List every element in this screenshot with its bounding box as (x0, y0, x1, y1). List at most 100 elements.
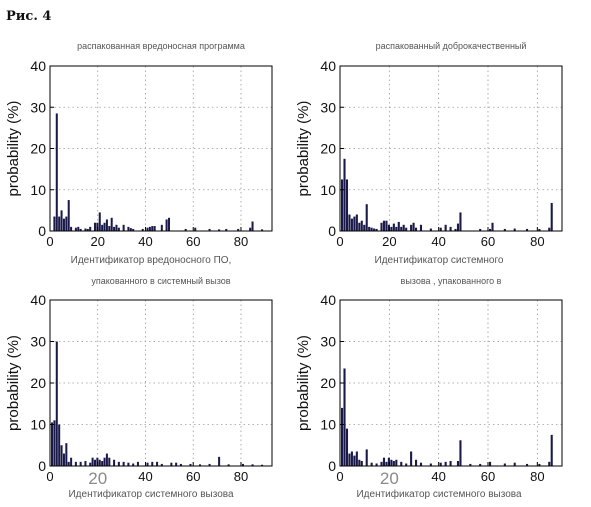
histogram-bar (184, 228, 187, 231)
histogram-bar (363, 224, 366, 231)
histogram-bar (350, 218, 353, 231)
y-tick-label: 0 (328, 223, 336, 239)
histogram-bar (412, 222, 415, 231)
histogram-bar (439, 227, 442, 231)
x-tick-label: 40 (138, 469, 152, 484)
histogram-bar (208, 463, 211, 466)
x-tick-label: 80 (234, 234, 248, 249)
histogram-bar (160, 463, 163, 466)
x-tick-label: 20 (380, 469, 399, 488)
histogram-bar (179, 463, 182, 466)
y-tick-label: 0 (328, 458, 336, 474)
histogram-bar (454, 228, 457, 231)
histogram-bar (365, 204, 368, 231)
histogram-bar (439, 462, 442, 466)
histogram-bar (113, 459, 116, 466)
histogram-bar (456, 223, 460, 231)
histogram-bar (110, 217, 113, 231)
histogram-bar (98, 459, 101, 466)
histogram-bar (390, 459, 393, 466)
histogram-bar (358, 222, 361, 231)
histogram-bar (341, 179, 344, 231)
histogram-bar (489, 228, 492, 231)
histogram-bar (402, 224, 405, 231)
histogram-bar (93, 459, 96, 466)
y-tick-label: 10 (320, 182, 336, 198)
histogram-bar (365, 449, 368, 466)
histogram-bar (79, 228, 82, 231)
histogram-bar (538, 463, 541, 466)
plot-frame (339, 299, 563, 467)
histogram-bar (550, 202, 553, 231)
histogram-bar (225, 228, 228, 231)
x-tick-label: 80 (234, 469, 248, 484)
histogram-bar (67, 200, 70, 231)
y-axis-label: probability (%) (295, 101, 312, 197)
histogram-bar (261, 464, 264, 466)
histogram-bar (251, 221, 254, 231)
histogram-bar (91, 457, 94, 466)
histogram-bar (489, 461, 492, 466)
histogram-bar (419, 224, 423, 231)
histogram-bar (55, 113, 58, 231)
x-axis-label: Идентификатор системного вызова (356, 488, 521, 500)
histogram-bar (108, 226, 111, 231)
x-tick-label: 80 (530, 469, 544, 484)
y-tick-label: 0 (38, 458, 46, 474)
histogram-bar (199, 464, 202, 466)
plot-frame (339, 65, 563, 232)
histogram-bar (392, 223, 395, 231)
histogram-bar (395, 459, 398, 466)
histogram-bar (382, 457, 386, 466)
y-tick-label: 40 (320, 292, 336, 308)
histogram-bar (343, 158, 346, 231)
histogram-bar (526, 228, 529, 231)
histogram-bar (419, 462, 423, 466)
y-tick-label: 40 (320, 58, 336, 74)
histogram-bar (400, 226, 403, 231)
histogram-bar (160, 224, 163, 231)
x-tick-label: 80 (530, 234, 544, 249)
histogram-bar (348, 453, 351, 466)
y-axis-label: probability (%) (5, 335, 22, 431)
histogram-bar (53, 216, 56, 231)
histogram-bar (89, 226, 92, 231)
x-axis-label: Идентификатор системного (375, 254, 504, 266)
histogram-bar (175, 462, 178, 466)
chart-panel-2: 0 10 20 30 40 0 20 40 60 80 probability (%) распако… (295, 41, 563, 266)
histogram-bar (249, 227, 252, 231)
histogram-bar (355, 214, 358, 231)
histogram-bar (449, 226, 452, 231)
x-axis-label: Идентификатор вредоносного ПО, (71, 254, 232, 266)
histogram-bar (459, 212, 462, 231)
histogram-bar (132, 228, 135, 231)
histogram-bar (380, 461, 383, 466)
histogram-bar (167, 217, 170, 231)
histogram-bar (103, 457, 106, 466)
histogram-bar (444, 461, 447, 466)
histogram-bar (353, 216, 356, 231)
x-tick-label: 20 (88, 469, 107, 488)
y-axis-label: probability (%) (5, 101, 22, 197)
histogram-bar (405, 463, 408, 466)
chart-panel-1: 0 10 20 30 40 0 20 40 60 80 probability (%) распако… (5, 41, 273, 266)
histogram-bar (148, 226, 151, 231)
histogram-bar (96, 457, 99, 466)
y-tick-label: 20 (30, 141, 46, 157)
histogram-bar (397, 221, 400, 231)
histogram-bar (400, 461, 403, 466)
x-tick-label: 0 (336, 469, 343, 484)
histogram-bar (343, 368, 346, 466)
y-tick-label: 10 (30, 182, 46, 198)
histogram-bar (350, 451, 353, 466)
histogram-bar (227, 464, 230, 466)
x-tick-label: 60 (186, 234, 200, 249)
histogram-bar (122, 461, 125, 466)
chart-title: распакованная вредоносная программа (77, 41, 245, 51)
histogram-bar (208, 228, 211, 231)
histogram-bar (373, 228, 376, 231)
histogram-bar (479, 228, 482, 231)
histogram-bar (103, 222, 106, 231)
histogram-bar (74, 227, 77, 231)
